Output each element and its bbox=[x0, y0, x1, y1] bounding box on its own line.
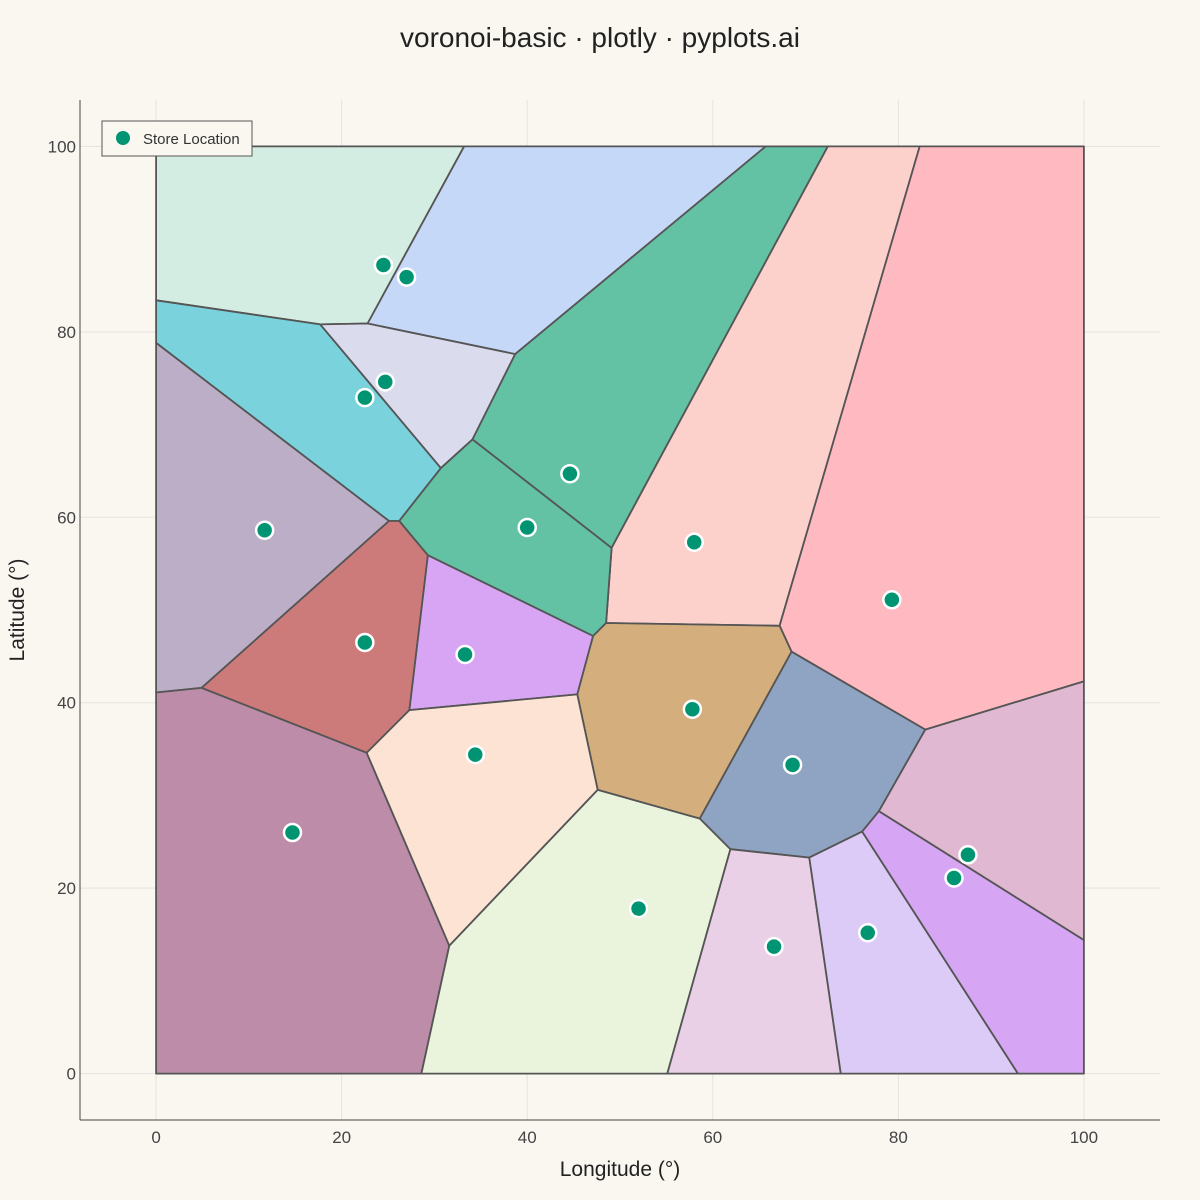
store-markers bbox=[254, 255, 978, 957]
tick-labels: 0 20 40 60 80 100 0 20 40 60 80 100 bbox=[48, 137, 1098, 1147]
y-tick-label-5: 100 bbox=[48, 137, 76, 156]
store-point-3[interactable] bbox=[355, 387, 375, 408]
store-point-18[interactable] bbox=[764, 936, 784, 957]
legend-marker-icon bbox=[116, 131, 130, 145]
store-point-10[interactable] bbox=[455, 644, 475, 665]
store-point-14[interactable] bbox=[282, 822, 303, 843]
voronoi-cells bbox=[155, 145, 1085, 1075]
store-point-2[interactable] bbox=[375, 372, 396, 392]
store-point-5[interactable] bbox=[254, 520, 275, 541]
voronoi-cell-19 bbox=[861, 810, 1085, 1075]
store-point-0[interactable] bbox=[373, 255, 394, 275]
x-tick-label-3: 60 bbox=[703, 1128, 722, 1147]
x-tick-label-5: 100 bbox=[1070, 1128, 1098, 1147]
chart-title: voronoi-basic · plotly · pyplots.ai bbox=[400, 22, 800, 53]
legend-label-store-location: Store Location bbox=[143, 131, 240, 148]
store-point-6[interactable] bbox=[517, 517, 537, 538]
store-point-13[interactable] bbox=[782, 755, 803, 775]
store-point-16[interactable] bbox=[944, 868, 964, 888]
store-point-1[interactable] bbox=[396, 267, 417, 287]
store-point-17[interactable] bbox=[628, 898, 649, 919]
y-tick-label-2: 40 bbox=[57, 694, 76, 713]
x-tick-label-1: 20 bbox=[332, 1128, 351, 1147]
store-point-7[interactable] bbox=[684, 532, 704, 553]
store-point-8[interactable] bbox=[882, 590, 902, 610]
store-point-11[interactable] bbox=[682, 699, 703, 719]
x-tick-label-2: 40 bbox=[518, 1128, 537, 1147]
legend[interactable]: Store Location bbox=[101, 120, 253, 157]
x-tick-label-4: 80 bbox=[889, 1128, 908, 1147]
axes bbox=[79, 100, 1160, 1121]
store-point-4[interactable] bbox=[560, 463, 580, 484]
store-point-15[interactable] bbox=[958, 845, 978, 865]
store-point-9[interactable] bbox=[355, 632, 375, 653]
x-tick-label-0: 0 bbox=[151, 1128, 160, 1147]
y-axis-label: Latitude (°) bbox=[6, 559, 29, 662]
y-tick-label-1: 20 bbox=[57, 879, 76, 898]
y-tick-label-3: 60 bbox=[57, 508, 76, 527]
store-point-12[interactable] bbox=[465, 744, 486, 765]
store-point-19[interactable] bbox=[857, 922, 878, 943]
y-tick-label-4: 80 bbox=[57, 323, 76, 342]
y-tick-label-0: 0 bbox=[67, 1065, 76, 1084]
x-axis-label: Longitude (°) bbox=[560, 1158, 680, 1181]
